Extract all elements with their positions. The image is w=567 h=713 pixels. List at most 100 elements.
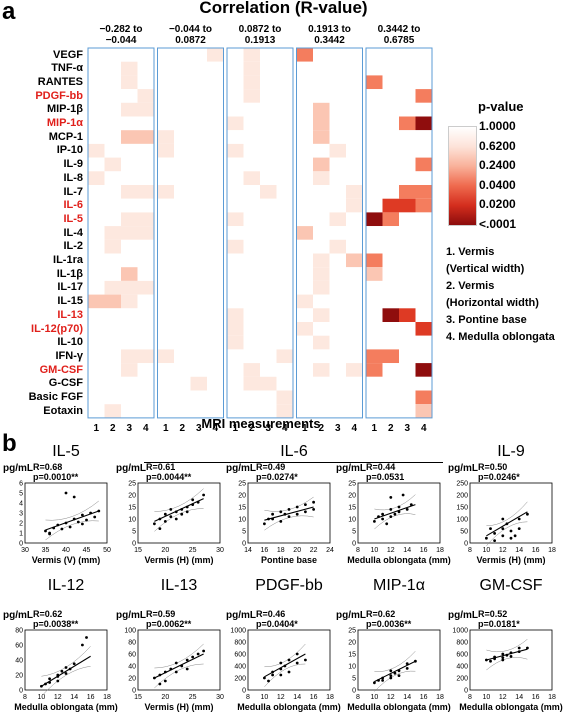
heatmap-cell [346, 294, 363, 309]
heatmap-cell [137, 267, 154, 281]
heatmap-cell [137, 349, 154, 364]
heatmap-cell [313, 280, 330, 295]
heatmap-cell [243, 239, 260, 254]
data-point [185, 658, 189, 662]
y-unit-label: pg/mL [226, 463, 256, 474]
data-point [81, 522, 84, 526]
heatmap-cell [276, 116, 293, 131]
heatmap-cell [121, 48, 138, 62]
heatmap-cell [157, 130, 174, 144]
heatmap-cell [313, 61, 330, 76]
heatmap-cell [174, 102, 191, 117]
heatmap-cell [227, 157, 244, 172]
colorbar [448, 126, 477, 226]
heatmap-cell [296, 308, 313, 322]
data-point [287, 515, 291, 518]
y-tick-label: 10 [348, 664, 356, 671]
heatmap-cell [121, 102, 138, 117]
scatter-panel: IL-5pg/mL R=0.68p=0.0010**30 35 40 45 5001234… [3, 443, 111, 565]
measurement-legend-line: (Horizontal width) [446, 297, 539, 309]
heatmap-cell [276, 198, 293, 213]
heatmap-cell [399, 294, 416, 309]
heatmap-cell [415, 239, 432, 254]
x-axis-label: Medulla oblongata (mm) [347, 555, 451, 565]
heatmap-cell [276, 253, 293, 268]
heatmap-cell [104, 322, 121, 336]
p-value-label: p=0.0531 [366, 472, 404, 482]
heatmap-cell [243, 185, 260, 199]
heatmap-cell [276, 404, 293, 418]
heatmap-cell [399, 226, 416, 240]
scatter-panel-title: MIP-1α [373, 577, 425, 594]
heatmap-cell [329, 322, 346, 336]
data-point [389, 496, 393, 499]
data-point [505, 522, 509, 526]
heatmap-cell [313, 404, 330, 418]
x-tick-label: 18 [548, 547, 556, 554]
p-value-label: p=0.0181* [478, 619, 520, 629]
heatmap-cell [104, 390, 121, 405]
heatmap-cell [227, 390, 244, 405]
data-point [393, 671, 397, 675]
heatmap-cell [104, 308, 121, 322]
confidence-band-lower [45, 520, 99, 541]
heatmap-cell [157, 239, 174, 254]
x-tick-label: 12 [277, 694, 285, 701]
y-tick-label: 400 [234, 664, 246, 671]
data-point [180, 512, 184, 516]
heatmap-cell [346, 308, 363, 322]
data-point [60, 669, 64, 673]
heatmap-cell [137, 404, 154, 418]
y-tick-label: 25 [128, 481, 136, 488]
data-point [271, 517, 274, 521]
y-tick-label: 20 [128, 493, 136, 500]
heatmap-cell [243, 102, 260, 117]
data-point [501, 517, 505, 521]
scatter-panel-title: PDGF-bb [255, 577, 323, 594]
heatmap-cell [366, 143, 383, 158]
data-point [509, 655, 513, 658]
heatmap-cell [243, 48, 260, 62]
heatmap-cell [88, 89, 105, 103]
heatmap-cell [88, 308, 105, 322]
heatmap-cell [382, 185, 399, 199]
heatmap-cell [121, 253, 138, 268]
y-tick-label: 200 [456, 493, 468, 500]
data-point [56, 523, 60, 527]
heatmap-cell [296, 280, 313, 295]
y-tick-label: 0 [132, 541, 136, 548]
data-point [48, 677, 51, 681]
y-tick-label: 60 [15, 643, 23, 650]
confidence-band-lower [154, 508, 204, 532]
y-tick-label: 6 [19, 481, 23, 488]
x-tick-label: 10 [261, 694, 269, 701]
heatmap-cell [104, 212, 121, 227]
heatmap-cell [399, 171, 416, 185]
heatmap-cell [313, 171, 330, 185]
heatmap-cell [313, 335, 330, 350]
heatmap-cell [313, 376, 330, 391]
data-point [185, 505, 189, 509]
p-value-label: p=0.0010** [33, 472, 79, 482]
x-tick-label: 8 [356, 547, 360, 554]
heatmap-cell [121, 198, 138, 213]
heatmap-cell [366, 75, 383, 90]
heatmap-cell [137, 294, 154, 309]
heatmap-cell [207, 143, 224, 158]
data-point [72, 517, 76, 521]
heatmap-cell [88, 280, 105, 295]
heatmap-cell [399, 267, 416, 281]
heatmap-cell [121, 363, 138, 377]
data-point [373, 681, 376, 685]
data-point [389, 669, 393, 673]
heatmap-cell [296, 75, 313, 90]
column-group-label: −0.282 to −0.044 [99, 24, 143, 46]
heatmap-cell [382, 294, 399, 309]
heatmap-cell [137, 157, 154, 172]
heatmap-cell [137, 89, 154, 103]
heatmap-cell [415, 376, 432, 391]
heatmap-cell [260, 48, 277, 62]
heatmap-cell [346, 61, 363, 76]
heatmap-cell [276, 390, 293, 405]
x-tick-label: 10 [371, 694, 379, 701]
